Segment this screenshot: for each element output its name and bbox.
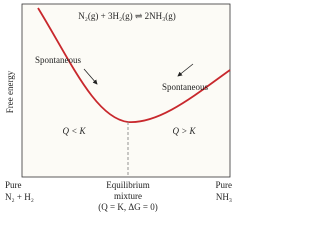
y-axis-label: Free energy bbox=[5, 70, 15, 113]
x-label: Pure bbox=[216, 180, 233, 190]
region-label: Q < K bbox=[62, 126, 86, 136]
plot-frame bbox=[21, 3, 231, 178]
annotation: Spontaneous bbox=[35, 55, 81, 65]
equation: N₂(g) + 3H₂(g) ⇌ 2NH₃(g) bbox=[78, 11, 176, 21]
arrow bbox=[177, 63, 194, 77]
diagram: N₂(g) + 3H₂(g) ⇌ 2NH₃(g) Free energy Spo… bbox=[5, 3, 233, 212]
region-label: Q > K bbox=[172, 126, 196, 136]
arrow bbox=[83, 68, 98, 85]
free-energy-curve bbox=[37, 7, 231, 123]
x-label: N₂ + H₂ bbox=[5, 192, 34, 202]
x-label: NH₃ bbox=[216, 192, 232, 202]
x-label: mixture bbox=[114, 191, 142, 201]
annotation: Spontaneous bbox=[162, 82, 208, 92]
x-label: (Q = K, ΔG = 0) bbox=[98, 202, 157, 212]
x-label: Equilibrium bbox=[106, 180, 150, 190]
x-label: Pure bbox=[5, 180, 22, 190]
